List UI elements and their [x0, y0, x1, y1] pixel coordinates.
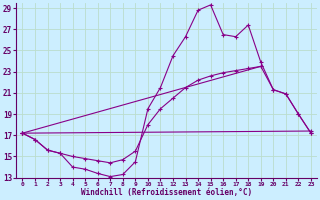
X-axis label: Windchill (Refroidissement éolien,°C): Windchill (Refroidissement éolien,°C) — [81, 188, 252, 197]
